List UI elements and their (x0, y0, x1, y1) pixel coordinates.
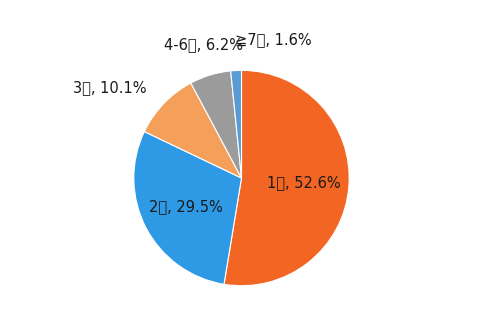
Text: 2个, 29.5%: 2个, 29.5% (149, 199, 223, 214)
Text: 1个, 52.6%: 1个, 52.6% (267, 176, 341, 191)
Wedge shape (231, 70, 242, 178)
Wedge shape (144, 83, 242, 178)
Text: 4-6个, 6.2%: 4-6个, 6.2% (164, 37, 243, 52)
Text: ≧7个, 1.6%: ≧7个, 1.6% (235, 32, 312, 47)
Wedge shape (224, 70, 349, 286)
Text: 3个, 10.1%: 3个, 10.1% (73, 80, 146, 95)
Wedge shape (191, 71, 242, 178)
Wedge shape (134, 132, 242, 284)
